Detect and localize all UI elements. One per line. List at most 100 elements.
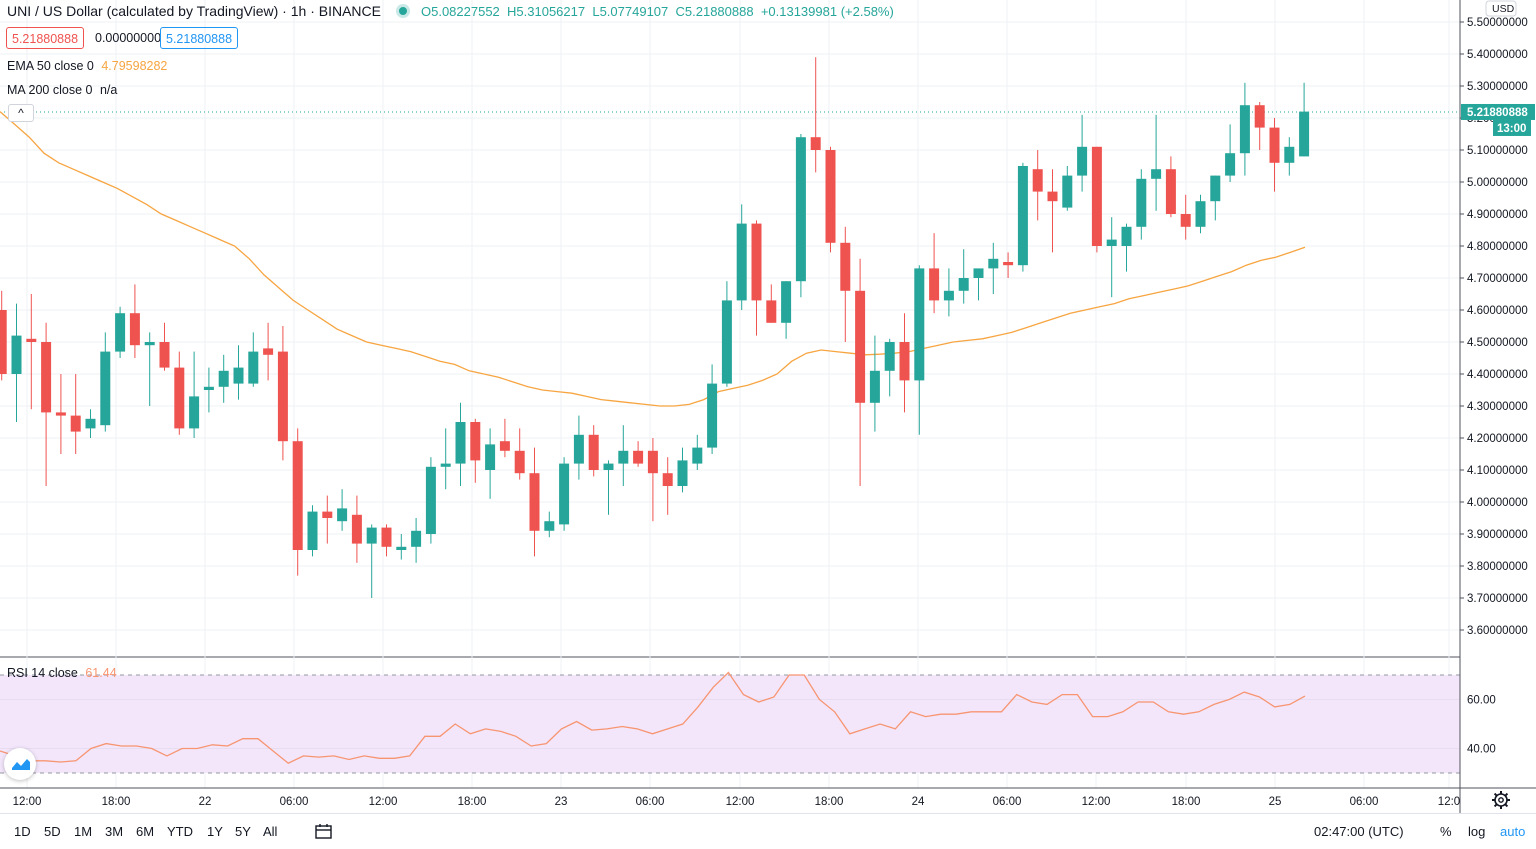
bottom-toolbar: 1D 5D 1M 3M 6M YTD 1Y 5Y All 02:47:00 (U…: [0, 813, 1536, 849]
candle-down: [0, 290, 7, 381]
candle-body: [1151, 169, 1162, 179]
ohlc-values: O5.08227552 H5.31056217 L5.07749107 C5.2…: [421, 4, 894, 19]
ema-value: 4.79598282: [101, 59, 168, 73]
buy-button[interactable]: 5.21880888: [160, 27, 239, 49]
candle-body: [884, 342, 895, 371]
candle-body: [307, 511, 318, 550]
candle-up: [958, 249, 969, 304]
range-all-button[interactable]: All: [263, 824, 278, 839]
candle-up: [884, 338, 895, 397]
collapse-legend-button[interactable]: ^: [8, 104, 34, 122]
candle-down: [41, 322, 52, 486]
candle-up: [781, 281, 792, 339]
symbol-title[interactable]: UNI / US Dollar (calculated by TradingVi…: [7, 3, 381, 19]
candle-body: [0, 310, 7, 374]
candle-up: [144, 332, 155, 406]
candle-body: [1299, 111, 1310, 157]
candle-up: [203, 367, 214, 413]
range-5y-button[interactable]: 5Y: [235, 824, 251, 839]
candle-down: [588, 425, 599, 477]
candle-body: [381, 527, 392, 547]
time-tick-label: 22: [199, 796, 212, 808]
candle-down: [1003, 252, 1014, 278]
candle-up: [455, 402, 466, 486]
range-1d-button[interactable]: 1D: [14, 824, 31, 839]
candle-body: [1121, 226, 1132, 246]
candle-body: [411, 530, 422, 547]
candle-body: [825, 150, 836, 243]
candle-up: [485, 428, 496, 499]
candle-body: [1210, 175, 1221, 202]
candle-body: [943, 290, 954, 301]
candle-body: [1017, 166, 1028, 266]
time-tick-label: 18:00: [1172, 796, 1201, 808]
ema-legend[interactable]: EMA 50 close 0 4.79598282: [7, 59, 167, 73]
rsi-legend[interactable]: RSI 14 close 61.44: [7, 666, 117, 680]
candle-body: [366, 527, 377, 544]
range-1y-button[interactable]: 1Y: [207, 824, 223, 839]
candle-up: [115, 306, 126, 358]
price-axis[interactable]: 5.500000005.400000005.300000005.20000000…: [1459, 0, 1536, 813]
percent-scale-toggle[interactable]: %: [1440, 824, 1452, 839]
range-ytd-button[interactable]: YTD: [167, 824, 193, 839]
candle-down: [26, 294, 37, 410]
date-range-icon[interactable]: [314, 823, 334, 841]
settings-gear-icon[interactable]: [1490, 789, 1512, 811]
candle-body: [633, 450, 644, 464]
candle-up: [1136, 169, 1147, 240]
candle-body: [337, 508, 348, 522]
countdown-badge: [1493, 119, 1531, 136]
candle-body: [1269, 127, 1280, 163]
candle-body: [603, 463, 614, 470]
rsi-line: [0, 671, 1306, 764]
range-3m-button[interactable]: 3M: [105, 824, 124, 839]
candle-body: [248, 351, 259, 384]
market-status-icon: [398, 7, 407, 15]
time-tick-label: 12:0: [1438, 796, 1460, 808]
candle-body: [233, 367, 244, 384]
candle-body: [351, 514, 362, 544]
candle-up: [559, 457, 570, 531]
time-tick-label: 06:00: [280, 796, 309, 808]
range-1m-button[interactable]: 1M: [74, 824, 93, 839]
price-tick-label: 4.30000000: [1467, 401, 1528, 413]
candle-body: [1239, 105, 1250, 154]
tradingview-logo[interactable]: [4, 748, 36, 780]
price-tick-label: 4.50000000: [1467, 337, 1528, 349]
candle-up: [973, 268, 984, 301]
candle-down: [322, 495, 333, 544]
candle-up: [544, 511, 555, 538]
candle-up: [795, 134, 806, 298]
utc-clock[interactable]: 02:47:00 (UTC): [1314, 824, 1404, 839]
candle-body: [322, 511, 333, 518]
sell-button[interactable]: 5.21880888: [6, 27, 85, 49]
range-5d-button[interactable]: 5D: [44, 824, 61, 839]
time-axis[interactable]: 12:00 18:00 22 06:00 12:00 18:00 23 06:00 12:00 1…: [0, 787, 1536, 808]
candle-up: [1077, 114, 1088, 192]
candle-up: [425, 457, 436, 544]
candle-body: [736, 223, 747, 301]
chart-canvas[interactable]: 5.500000005.400000005.300000005.20000000…: [0, 0, 1536, 813]
log-scale-toggle[interactable]: log: [1468, 824, 1486, 839]
price-tick-label: 4.60000000: [1467, 305, 1528, 317]
candle-down: [1165, 156, 1176, 218]
candle-up: [1195, 194, 1206, 234]
candle-body: [766, 300, 777, 323]
candle-down: [855, 258, 866, 486]
high-label: H: [507, 3, 517, 19]
price-tick-label: 3.70000000: [1467, 593, 1528, 605]
rsi-value: 61.44: [85, 666, 117, 680]
candle-body: [707, 383, 718, 448]
candle-down: [381, 524, 392, 557]
candle-body: [277, 351, 288, 442]
ma-legend[interactable]: MA 200 close 0 n/a: [7, 83, 117, 97]
candle-down: [292, 428, 303, 576]
candle-up: [307, 505, 318, 557]
candle-body: [292, 441, 303, 550]
auto-scale-toggle[interactable]: auto: [1500, 824, 1526, 839]
currency-label: USD: [1492, 3, 1515, 15]
candle-body: [1047, 191, 1058, 202]
chart-header: UNI / US Dollar (calculated by TradingVi…: [7, 3, 894, 19]
candle-down: [647, 438, 658, 522]
range-6m-button[interactable]: 6M: [136, 824, 155, 839]
